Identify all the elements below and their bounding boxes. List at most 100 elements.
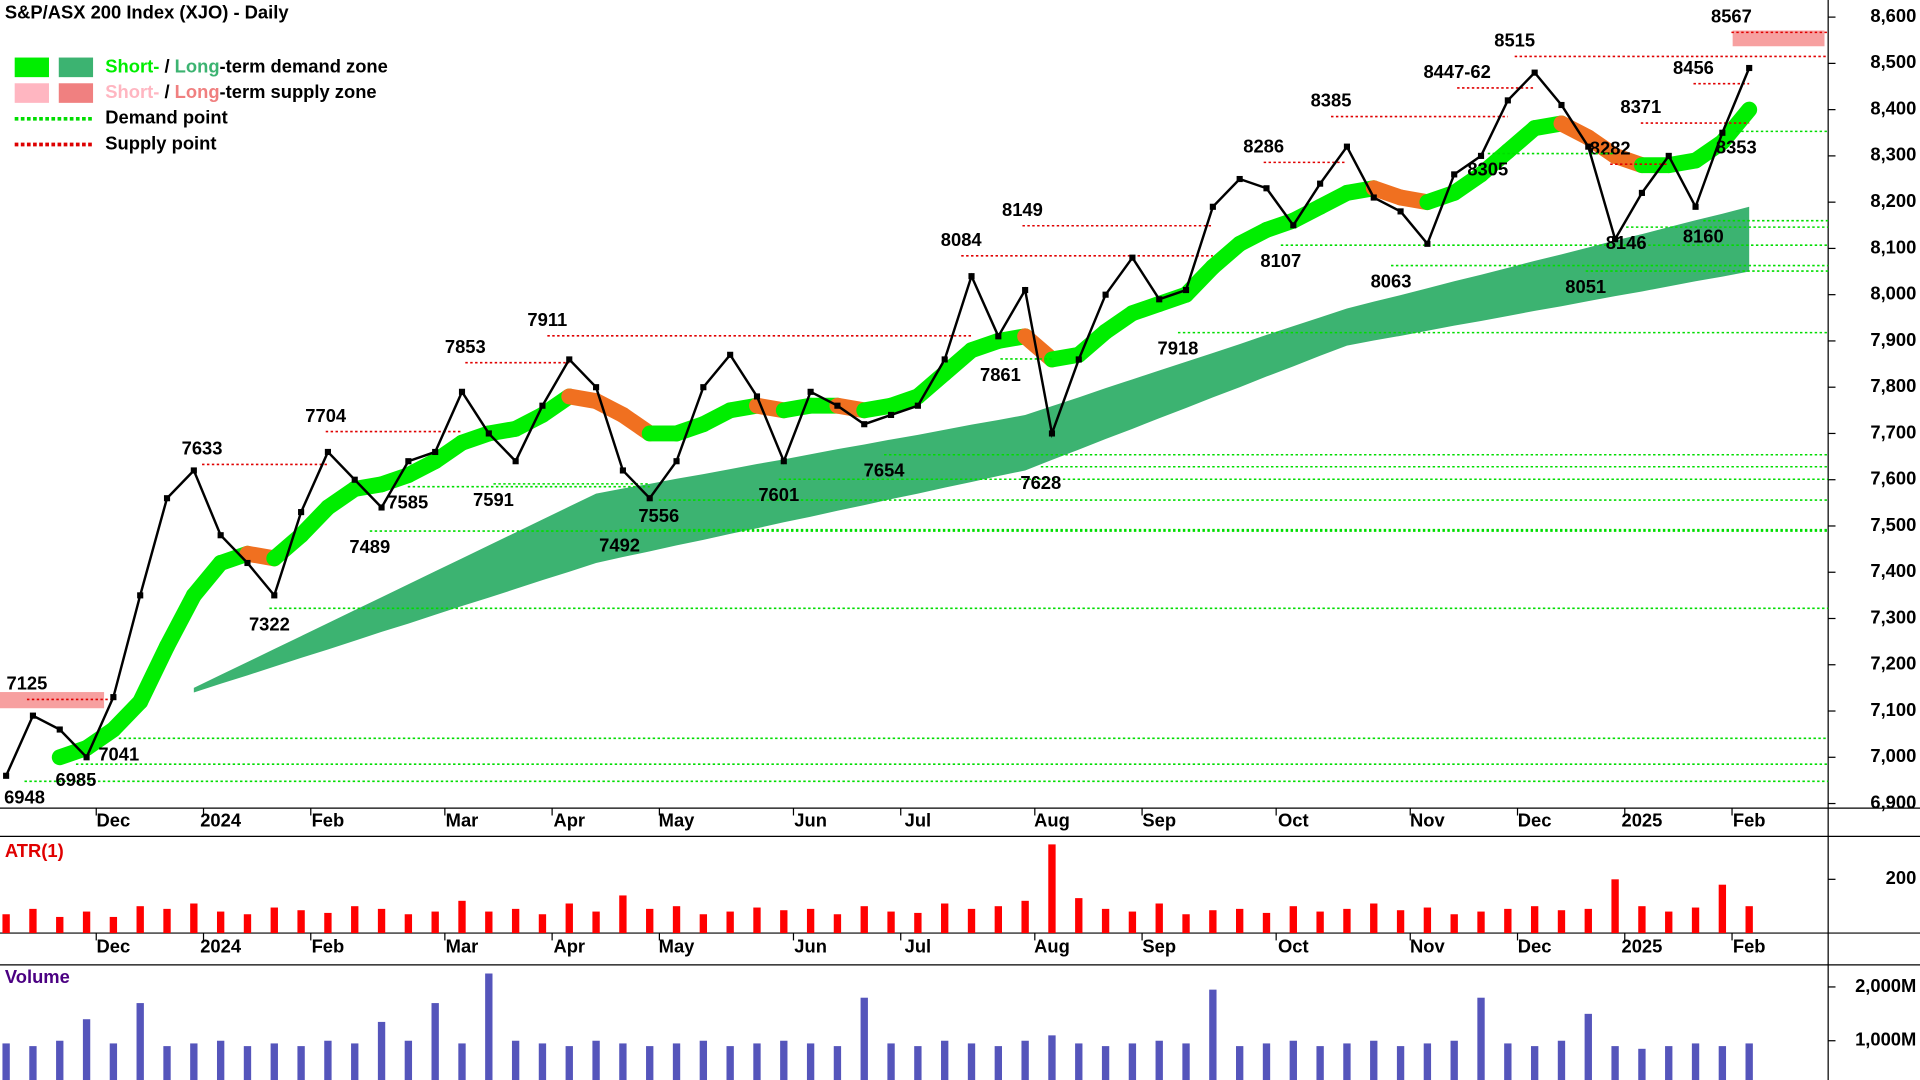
- y-tick-label: 7,600: [1870, 468, 1916, 489]
- bar: [1611, 1046, 1619, 1080]
- bar: [887, 1043, 895, 1080]
- demand-point-label: 7654: [864, 460, 906, 481]
- price-mark: [244, 559, 251, 567]
- bar: [511, 908, 520, 934]
- bar: [1236, 908, 1244, 934]
- price-mark: [1612, 236, 1619, 243]
- x-tick-label: 2024: [200, 809, 242, 830]
- bar: [1155, 1040, 1163, 1080]
- price-mark: [1048, 430, 1056, 437]
- price-mark: [1156, 296, 1163, 303]
- bar: [833, 1046, 842, 1080]
- bar: [1691, 907, 1700, 934]
- bar: [967, 1043, 976, 1080]
- bar: [1665, 1046, 1673, 1080]
- price-mark: [807, 388, 814, 395]
- y-tick-label: 7,700: [1870, 421, 1916, 442]
- demand-point-label: 8051: [1565, 276, 1606, 297]
- bar: [1638, 906, 1646, 934]
- bar: [377, 908, 386, 934]
- bar: [1504, 1043, 1512, 1080]
- bar: [1209, 910, 1217, 934]
- supply-point-label: 7633: [182, 438, 223, 459]
- y-tick-label: 7,900: [1870, 329, 1916, 350]
- long-term-demand-zone: [193, 206, 1750, 693]
- y-tick-label: 7,200: [1870, 653, 1916, 674]
- bar: [1262, 912, 1271, 934]
- price-mark: [1424, 240, 1431, 247]
- bar: [1530, 1046, 1539, 1080]
- bar: [29, 1046, 37, 1080]
- price-mark: [1317, 180, 1324, 187]
- bar: [780, 910, 788, 934]
- demand-point-label: 6948: [4, 786, 45, 807]
- bar: [1396, 1046, 1405, 1080]
- demand-point-label: 8063: [1371, 271, 1412, 292]
- bar: [1450, 914, 1458, 934]
- bar: [431, 1003, 439, 1080]
- bar: [1584, 1013, 1592, 1080]
- bar: [1316, 1046, 1324, 1080]
- y-tick-label: 7,500: [1870, 514, 1916, 535]
- price-mark: [1665, 152, 1672, 159]
- bar: [216, 911, 225, 934]
- supply-point-label: 8282: [1590, 137, 1631, 158]
- supply-zone: [1732, 30, 1825, 47]
- bar: [431, 911, 439, 934]
- bar: [1477, 911, 1485, 934]
- bar: [1048, 1035, 1056, 1080]
- legend-text: Short-: [105, 81, 159, 102]
- legend-label: Demand point: [105, 107, 227, 128]
- x-tick-label: Apr: [553, 936, 585, 957]
- bar: [753, 907, 761, 934]
- x-tick-label: 2025: [1621, 809, 1662, 830]
- bar: [56, 1040, 64, 1080]
- legend-text: Short-: [105, 55, 159, 76]
- legend-label: Short- / Long-term supply zone: [105, 81, 376, 102]
- x-tick-label: May: [659, 936, 696, 957]
- price-line: [5, 67, 1751, 777]
- bar: [592, 911, 600, 934]
- bar: [485, 911, 493, 934]
- x-tick-label: Dec: [97, 936, 131, 957]
- short-term-zone: [132, 638, 175, 710]
- price-mark: [1370, 194, 1377, 201]
- price-mark: [1397, 208, 1404, 215]
- price-mark: [861, 421, 868, 428]
- bar: [967, 908, 976, 934]
- x-tick-label: Dec: [97, 809, 131, 830]
- price-mark: [405, 458, 412, 465]
- legend-text: Long: [175, 81, 220, 102]
- bar: [1370, 1040, 1378, 1080]
- x-tick-label: May: [659, 809, 696, 830]
- price-mark: [995, 333, 1002, 340]
- demand-point-label: 7492: [599, 535, 640, 556]
- legend: Short- / Long-term demand zone Short- / L…: [14, 55, 388, 153]
- bar: [1530, 906, 1539, 934]
- y-tick-label: 8,100: [1870, 236, 1916, 257]
- x-tick-label: Nov: [1410, 936, 1445, 957]
- price-mark: [888, 411, 895, 419]
- price-mark: [673, 458, 680, 465]
- bar: [1021, 900, 1029, 934]
- bar: [833, 914, 842, 934]
- bar: [1048, 844, 1056, 934]
- price-mark: [1638, 189, 1645, 196]
- bar: [404, 1040, 413, 1080]
- supply-point-label: 7704: [305, 405, 347, 426]
- bar: [351, 906, 359, 934]
- bar: [1638, 1048, 1646, 1080]
- bar: [1021, 1040, 1029, 1080]
- bar: [485, 973, 493, 1080]
- bar: [1262, 1043, 1271, 1080]
- legend-label: Short- / Long-term demand zone: [105, 55, 388, 76]
- bar: [243, 1046, 252, 1080]
- demand-point-label: 7918: [1158, 338, 1199, 359]
- y-tick-label: 2,000M: [1855, 975, 1916, 996]
- bar: [753, 1043, 761, 1080]
- x-tick-label: 2024: [200, 936, 242, 957]
- price-mark: [432, 448, 439, 456]
- bar: [860, 906, 868, 934]
- supply-point-label: 8149: [1002, 199, 1043, 220]
